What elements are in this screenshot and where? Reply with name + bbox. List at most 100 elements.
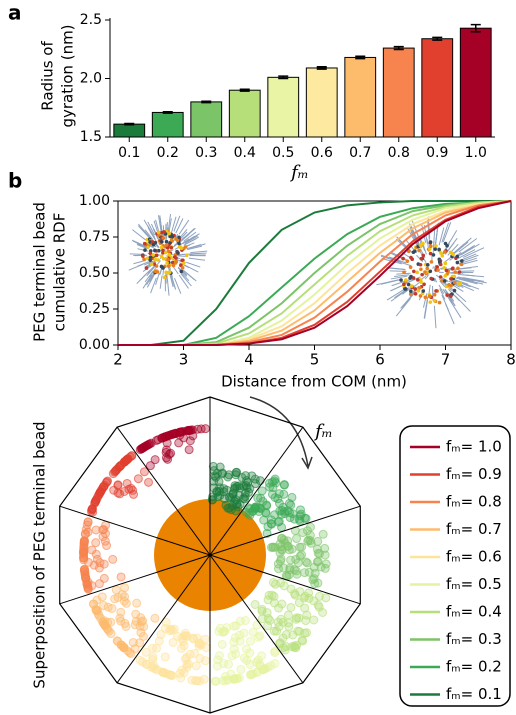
bead — [271, 478, 281, 488]
molecule-chain — [150, 277, 157, 294]
molecule-atom — [157, 233, 161, 237]
bead — [115, 461, 125, 471]
bead — [250, 599, 260, 609]
bead — [160, 623, 170, 633]
molecule-atom — [425, 266, 430, 271]
molecule-atom — [161, 266, 165, 270]
molecule-chain — [428, 284, 431, 294]
molecule-atom — [403, 287, 408, 291]
bead — [235, 490, 245, 500]
molecule-chain — [441, 222, 449, 243]
bead — [165, 626, 175, 636]
bead — [302, 526, 312, 536]
molecule-chain — [380, 254, 402, 263]
bead — [276, 578, 286, 588]
bead — [188, 633, 198, 643]
arrow-label: fₘ — [313, 421, 333, 442]
bead — [137, 444, 147, 454]
molecule-atom — [162, 275, 167, 280]
molecule-atom — [177, 235, 181, 240]
bead — [263, 621, 273, 631]
molecule-atom — [406, 282, 411, 287]
molecule-atom — [431, 253, 436, 257]
legend-label: fₘ= 0.1 — [446, 685, 502, 703]
bead — [318, 607, 328, 617]
bead — [229, 637, 239, 647]
error-bar — [470, 23, 481, 33]
bead — [229, 674, 239, 684]
bead — [270, 510, 280, 520]
legend-label: fₘ= 0.2 — [446, 658, 502, 676]
molecule-chain — [438, 284, 445, 294]
molecule-atom — [440, 278, 444, 283]
bead — [224, 659, 234, 669]
bead — [286, 555, 296, 565]
bead — [79, 550, 89, 560]
molecule-chain — [148, 259, 156, 265]
molecule-atom — [161, 256, 166, 261]
bar — [382, 47, 415, 138]
molecule-atom — [167, 270, 172, 275]
molecule-atom — [417, 285, 422, 290]
y-tick-label: 0.25 — [79, 301, 110, 317]
bead — [300, 603, 310, 613]
error-bar — [432, 36, 443, 41]
bead — [268, 578, 278, 588]
bead — [133, 474, 143, 484]
bead — [297, 550, 307, 560]
molecule-atom — [161, 248, 165, 253]
x-tick-label: 1.0 — [465, 145, 487, 161]
molecule-atom — [448, 250, 453, 255]
molecule-atom — [435, 265, 440, 269]
molecule-chain — [147, 243, 155, 249]
bead — [124, 484, 134, 494]
bead — [115, 489, 125, 499]
x-tick-label: 0.5 — [272, 145, 294, 161]
molecule-chain — [142, 274, 153, 289]
molecule-atom — [142, 257, 146, 262]
molecule-atom — [166, 257, 170, 262]
molecule-atom — [428, 240, 433, 244]
molecule-chain — [454, 280, 471, 288]
molecule-chain — [426, 274, 430, 277]
bead — [248, 627, 258, 637]
spoke — [209, 554, 304, 684]
bead — [120, 583, 130, 593]
bead — [120, 618, 130, 628]
molecule-atom — [180, 258, 184, 263]
bead — [273, 617, 283, 627]
bead — [275, 556, 285, 566]
molecule-atom — [436, 268, 440, 272]
bead — [196, 424, 206, 434]
bead — [263, 595, 273, 605]
bead — [82, 520, 92, 530]
molecule-atom — [420, 272, 424, 277]
molecule-atom — [457, 282, 461, 287]
bead — [289, 641, 299, 651]
y-tick-label: 1.00 — [79, 193, 110, 209]
molecule-chain — [458, 238, 478, 253]
bead — [88, 507, 98, 517]
error-bar — [316, 66, 327, 70]
bead — [305, 530, 315, 540]
molecule-atom — [455, 260, 460, 265]
molecule-chain — [170, 274, 176, 289]
molecule-chain — [184, 264, 199, 273]
x-tick-label: 6 — [375, 351, 385, 369]
bead — [294, 598, 304, 608]
molecule-atom — [171, 263, 176, 268]
x-tick-label: 0.7 — [349, 145, 371, 161]
bead — [161, 453, 171, 463]
bead — [168, 637, 178, 647]
molecule-atom — [409, 284, 414, 288]
bead — [79, 536, 89, 546]
bead — [266, 661, 276, 671]
legend-box — [399, 425, 511, 707]
bar — [344, 56, 377, 138]
molecule-chain — [180, 273, 192, 287]
error-bar — [355, 55, 366, 60]
bead — [115, 613, 125, 623]
molecule-chain — [179, 238, 190, 246]
bead — [149, 661, 159, 671]
bead — [320, 543, 330, 553]
